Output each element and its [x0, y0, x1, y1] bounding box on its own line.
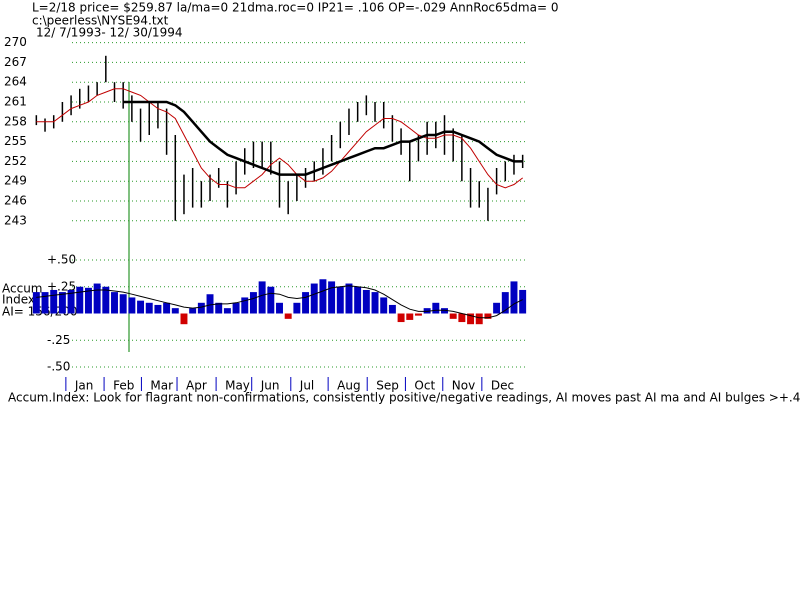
accum-bar — [223, 308, 231, 314]
accum-bar — [441, 308, 448, 314]
accum-bar — [397, 313, 405, 323]
accum-bar — [128, 297, 136, 314]
accum-bar — [276, 302, 283, 314]
accum-bar — [458, 313, 466, 323]
accum-bar — [241, 297, 249, 314]
accum-bar — [58, 292, 66, 314]
accum-bar — [206, 294, 214, 314]
accum-bar — [449, 313, 457, 319]
y-tick-label: 243 — [4, 213, 27, 227]
accum-bar — [154, 304, 162, 314]
x-tick-label: Jan — [74, 379, 94, 393]
accum-bar — [267, 286, 275, 314]
y-tick-label: -.50 — [47, 360, 70, 374]
y-tick-label: 264 — [4, 75, 27, 89]
y-tick-label: 246 — [4, 194, 27, 208]
x-tick-label: Aug — [337, 379, 360, 393]
accum-bar — [258, 281, 266, 314]
accum-bar — [475, 313, 483, 325]
accum-bar — [432, 302, 440, 314]
accum-bar — [93, 283, 101, 314]
accum-bar — [319, 279, 327, 314]
accum-bar — [197, 302, 205, 314]
accum-bar — [84, 287, 92, 314]
x-tick-label: Dec — [491, 379, 514, 393]
accum-label: Accum — [2, 282, 43, 296]
accum-bar — [50, 289, 58, 314]
accum-bar — [484, 313, 492, 319]
ma-line — [36, 88, 524, 189]
accum-bar — [215, 302, 223, 314]
y-tick-label: 249 — [4, 174, 27, 188]
y-tick-label: 267 — [4, 55, 27, 69]
accum-bar — [371, 292, 379, 314]
accum-bar — [519, 289, 527, 314]
accum-bar — [67, 289, 75, 314]
accum-bar — [137, 300, 145, 314]
accum-label: Index — [2, 293, 35, 307]
ma-line — [123, 100, 523, 176]
accum-bar — [501, 292, 509, 314]
y-tick-label: 252 — [4, 154, 27, 168]
accum-bar — [32, 292, 40, 314]
accum-bar — [76, 286, 84, 314]
accum-bar — [406, 313, 414, 320]
accum-bar — [163, 302, 171, 314]
accum-bar — [414, 313, 422, 316]
accum-bar — [328, 281, 336, 314]
status-line: L=2/18 price= $259.87 la/ma=0 21dma.roc=… — [32, 1, 558, 15]
x-tick-label: Sep — [376, 379, 399, 393]
accum-bar — [380, 297, 388, 314]
accum-bar — [232, 302, 240, 314]
accum-bar — [388, 304, 396, 314]
y-tick-label: 270 — [4, 35, 27, 49]
y-tick-label: +.25 — [47, 279, 76, 293]
y-tick-label: 261 — [4, 95, 27, 109]
x-tick-label: Feb — [113, 379, 134, 393]
accum-bar — [423, 308, 431, 314]
accum-bar — [249, 292, 257, 314]
accum-bar — [302, 292, 310, 314]
x-tick-label: Apr — [186, 379, 207, 393]
x-tick-label: Nov — [452, 379, 475, 393]
x-tick-label: Jun — [260, 379, 280, 393]
accum-bar — [180, 313, 188, 325]
accum-bar — [111, 292, 118, 314]
accum-bar — [310, 283, 318, 314]
caption: Accum.Index: Look for flagrant non-confi… — [8, 391, 800, 405]
x-tick-label: Oct — [414, 379, 435, 393]
accum-bar — [102, 286, 110, 314]
y-tick-label: 255 — [4, 134, 27, 148]
x-tick-label: May — [225, 379, 250, 393]
accum-bar — [41, 292, 49, 314]
x-tick-label: Jul — [299, 379, 314, 393]
accum-bar — [145, 302, 153, 314]
accum-bar — [345, 283, 353, 314]
accum-bar — [493, 302, 501, 314]
accum-bar — [284, 313, 292, 319]
accum-bar — [510, 281, 518, 314]
x-tick-label: Mar — [150, 379, 173, 393]
accum-bar — [467, 313, 475, 325]
accum-bar — [354, 286, 362, 314]
file-name: c:\peerless\NYSE94.txt — [32, 14, 169, 28]
accum-bar — [362, 289, 370, 314]
date-range: 12/ 7/1993- 12/ 30/1994 — [36, 26, 182, 40]
accum-bar — [336, 286, 344, 314]
y-tick-label: 258 — [4, 114, 27, 128]
accum-bar — [119, 294, 127, 314]
accum-bar — [189, 308, 197, 314]
ma-line — [36, 285, 523, 319]
y-tick-label: -.25 — [47, 333, 70, 347]
accum-bar — [171, 308, 179, 314]
y-tick-label: +.50 — [47, 253, 76, 267]
accum-bar — [293, 302, 301, 314]
